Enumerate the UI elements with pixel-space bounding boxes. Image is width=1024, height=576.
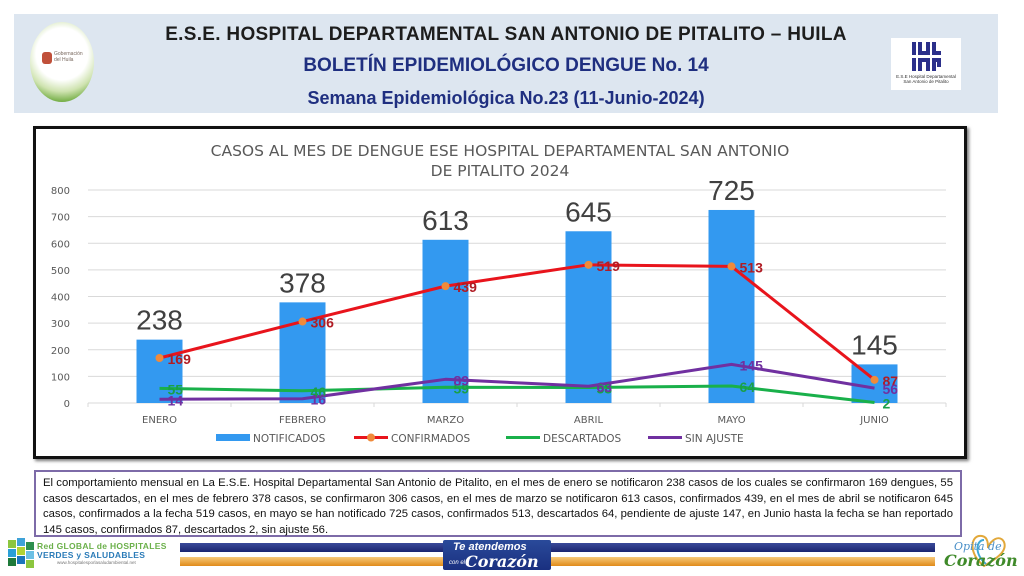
data-label-sin-ajuste: 89 (454, 372, 470, 388)
opita-corazon-logo: Opita de Corazón (938, 526, 1018, 574)
hospital-name: E.S.E. HOSPITAL DEPARTAMENTAL SAN ANTONI… (165, 24, 847, 45)
data-label-descartados: 2 (883, 395, 891, 411)
hospital-logo-mark (912, 42, 942, 73)
crest-icon (42, 52, 52, 64)
bar-value-label: 613 (422, 205, 469, 236)
line-descartados (159, 384, 875, 404)
stripe-gap (180, 552, 935, 557)
data-label-sin-ajuste: 16 (311, 392, 327, 408)
heart-icon (971, 534, 1006, 568)
bar-value-label: 238 (136, 305, 183, 336)
legend-swatch-notificados (216, 434, 250, 441)
chart-title-line2: DE PITALITO 2024 (431, 162, 570, 180)
slogan-line2: Corazón (465, 552, 539, 571)
x-tick-label: JUNIO (859, 415, 889, 426)
legend-label: SIN AJUSTE (685, 433, 744, 445)
legend-label: DESCARTADOS (543, 433, 622, 445)
bar-notificados (708, 209, 755, 403)
y-tick-label: 500 (51, 266, 70, 277)
data-label-sin-ajuste: 56 (883, 381, 899, 397)
bulletin-header: Gobernación del Huila E.S.E. HOSPITAL DE… (14, 14, 998, 113)
y-tick-label: 300 (51, 319, 70, 330)
legend-label: CONFIRMADOS (391, 433, 470, 445)
y-tick-label: 600 (51, 239, 70, 250)
data-label-descartados: 46 (311, 384, 327, 400)
bar-notificados (565, 231, 612, 403)
slogan-badge: Te atendemos con el Corazón (443, 540, 551, 571)
x-tick-label: ENERO (142, 415, 177, 426)
data-label-descartados: 64 (740, 379, 756, 395)
y-tick-label: 700 (51, 213, 70, 224)
bar-value-label: 145 (851, 329, 898, 360)
monthly-summary-text: El comportamiento mensual en La E.S.E. H… (34, 470, 962, 537)
opita-line1: Opita de (954, 540, 1002, 553)
data-label-descartados: 58 (597, 381, 613, 397)
data-label-descartados: 59 (454, 380, 470, 396)
y-tick-label: 100 (51, 372, 70, 383)
y-tick-label: 800 (51, 186, 70, 197)
data-label-confirmados: 87 (883, 373, 899, 389)
opita-line2: Corazón (944, 551, 1018, 570)
gobernacion-huila-logo: Gobernación del Huila (30, 22, 94, 102)
bar-notificados (136, 339, 183, 403)
marker-confirmados (441, 282, 450, 291)
slogan-small: con el (449, 560, 466, 566)
y-tick-label: 400 (51, 293, 70, 304)
marker-confirmados (584, 260, 593, 269)
x-tick-label: ABRIL (574, 415, 604, 426)
marker-confirmados (870, 375, 879, 384)
bar-value-label: 378 (279, 267, 326, 298)
epi-week: Semana Epidemiológica No.23 (11-Junio-20… (307, 88, 705, 108)
hospital-logo-icon (912, 42, 941, 71)
marker-confirmados (298, 317, 307, 326)
network-name-line1: Red GLOBAL de HOSPITALES (37, 541, 167, 551)
data-label-confirmados: 169 (168, 351, 192, 367)
bar-value-label: 645 (565, 196, 612, 227)
green-hospitals-network-logo (8, 538, 38, 570)
chart-title-line1: CASOS AL MES DE DENGUE ESE HOSPITAL DEPA… (211, 142, 790, 160)
line-sin-ajuste (159, 362, 875, 401)
footer-banner: Red GLOBAL de HOSPITALES VERDES y SALUDA… (0, 534, 1024, 576)
line-confirmados (159, 263, 876, 382)
chart-container: CASOS AL MES DE DENGUE ESE HOSPITAL DEPA… (33, 126, 967, 459)
data-label-sin-ajuste: 63 (597, 379, 613, 395)
navy-stripe (180, 543, 935, 552)
dengue-cases-chart: CASOS AL MES DE DENGUE ESE HOSPITAL DEPA… (51, 142, 947, 445)
data-label-descartados: 55 (168, 381, 184, 397)
hospital-logo-text: E.S.E Hospital Departamental San Antonio… (896, 74, 956, 84)
data-label-sin-ajuste: 14 (168, 392, 184, 408)
slogan-line1: Te atendemos (453, 541, 527, 553)
data-label-confirmados: 439 (454, 279, 478, 295)
bar-notificados (422, 239, 469, 403)
x-tick-label: MARZO (427, 415, 464, 426)
marker-confirmados (155, 354, 164, 363)
data-label-confirmados: 513 (740, 259, 764, 275)
orange-stripe (180, 557, 935, 566)
hospital-logo: E.S.E Hospital Departamental San Antonio… (891, 38, 961, 90)
data-label-confirmados: 306 (311, 315, 335, 331)
network-name-line2: VERDES y SALUDABLES (37, 550, 146, 560)
marker-confirmados (727, 262, 736, 271)
bulletin-title: BOLETÍN EPIDEMIOLÓGICO DENGUE No. 14 (303, 55, 709, 76)
data-label-confirmados: 519 (597, 258, 621, 274)
legend-label: NOTIFICADOS (253, 433, 326, 445)
network-url: www.hospitalesporlasaludambiental.net (57, 560, 136, 565)
data-label-sin-ajuste: 145 (740, 357, 764, 373)
bar-value-label: 725 (708, 175, 755, 206)
gobernacion-logo-text: Gobernación del Huila (54, 51, 83, 63)
legend-marker (367, 433, 375, 442)
x-tick-label: FEBRERO (279, 415, 326, 426)
x-tick-label: MAYO (717, 415, 745, 426)
y-tick-label: 200 (51, 346, 70, 357)
y-tick-label: 0 (64, 399, 70, 410)
